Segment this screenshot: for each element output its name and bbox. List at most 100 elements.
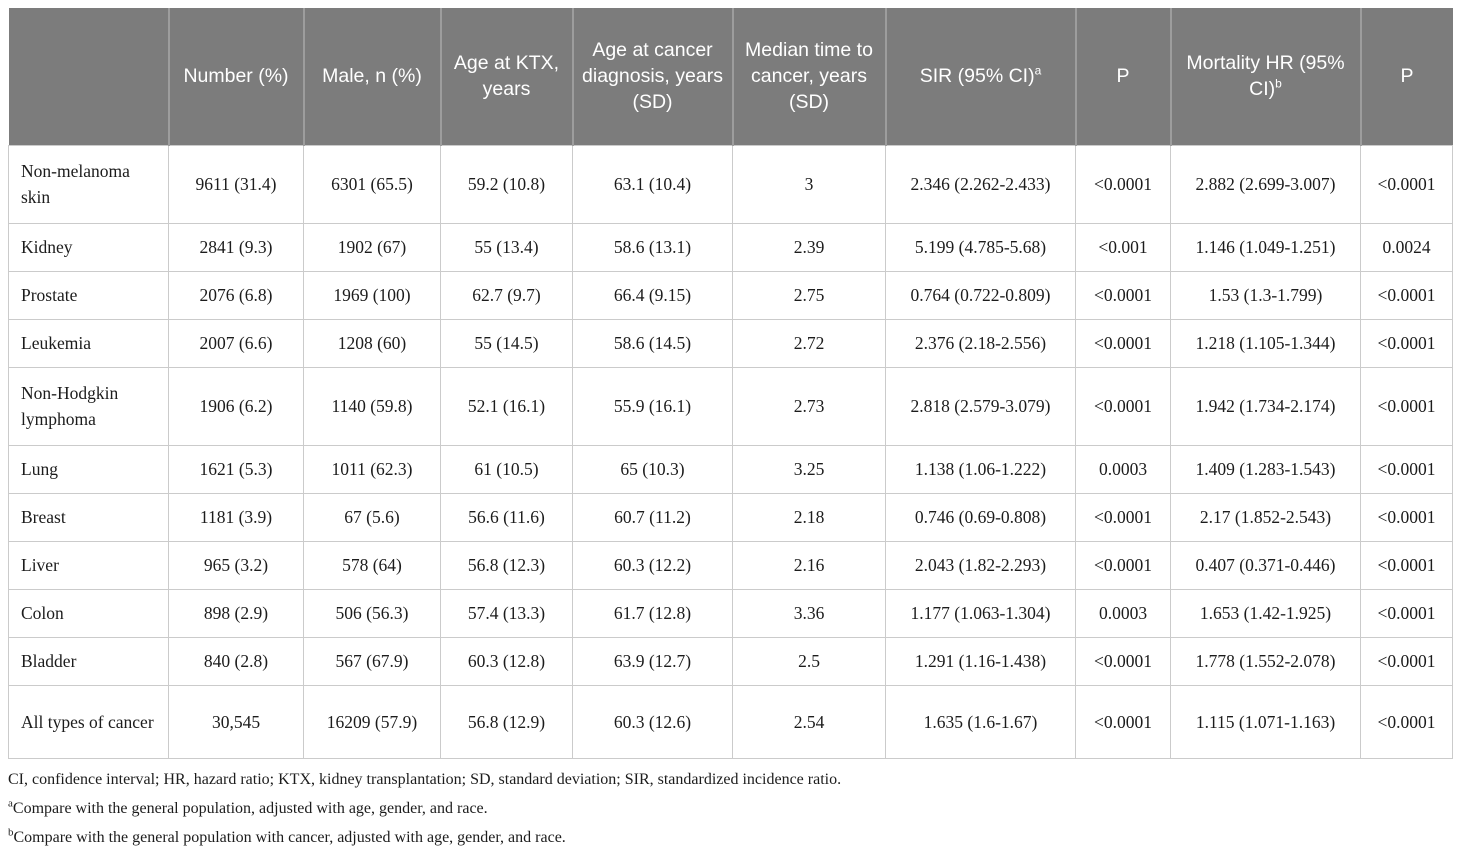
superscript-b: b [1275,76,1282,91]
table-cell: 63.1 (10.4) [572,144,733,224]
row-header: Prostate [8,270,169,320]
col-header-age-ktx-label: Age at KTX, years [453,52,560,101]
table-cell: 30,545 [168,684,304,759]
table-cell: 506 (56.3) [303,588,441,638]
footnote-a-sup: a [8,797,13,810]
table-cell: 0.0003 [1075,444,1171,494]
table-cell: <0.0001 [1075,144,1171,224]
col-header-mortality-hr: Mortality HR (95% CI)b [1169,8,1361,145]
table-body: Non-melanoma skin 9611 (31.4) 6301 (65.5) 5… [8,144,1453,759]
table-cell: 62.7 (9.7) [440,270,573,320]
table-cell: 56.8 (12.3) [440,540,573,590]
table-cell: 57.4 (13.3) [440,588,573,638]
col-header-age-ktx: Age at KTX, years [439,8,573,145]
table-cell: <0.0001 [1360,144,1453,224]
col-header-mortality-hr-label: Mortality HR (95% CI) [1186,52,1345,101]
table-cell: 1.409 (1.283-1.543) [1170,444,1361,494]
table-cell: 55.9 (16.1) [572,366,733,446]
table-footnotes: CI, confidence interval; HR, hazard rati… [8,765,1452,848]
col-header-empty [8,8,169,145]
footnote-b-text: Compare with the general population with… [13,828,566,846]
table-cell: 0.0003 [1075,588,1171,638]
row-header: All types of cancer [8,684,169,759]
table-cell: 1906 (6.2) [168,366,304,446]
table-row: All types of cancer 30,545 16209 (57.9) 56.… [8,684,1453,759]
table-cell: 60.3 (12.6) [572,684,733,759]
table-cell: 2.882 (2.699-3.007) [1170,144,1361,224]
row-header: Colon [8,588,169,638]
table-cell: 61 (10.5) [440,444,573,494]
col-header-p-hr: P [1359,8,1453,145]
table-cell: 3.25 [732,444,886,494]
table-cell: 2.18 [732,492,886,542]
table-cell: 66.4 (9.15) [572,270,733,320]
row-header: Non-melanoma skin [8,144,169,224]
table-cell: 3.36 [732,588,886,638]
table-cell: <0.0001 [1075,636,1171,686]
table-cell: 2.346 (2.262-2.433) [885,144,1076,224]
table-cell: <0.0001 [1075,318,1171,368]
table-cell: 965 (3.2) [168,540,304,590]
table-cell: 2.043 (1.82-2.293) [885,540,1076,590]
table-cell: 65 (10.3) [572,444,733,494]
table-cell: <0.0001 [1360,492,1453,542]
table-row: Leukemia 2007 (6.6) 1208 (60) 55 (14.5) 58.6… [8,318,1453,368]
table-cell: 0.407 (0.371-0.446) [1170,540,1361,590]
footnote-abbreviations: CI, confidence interval; HR, hazard rati… [8,765,1452,794]
table-row: Colon 898 (2.9) 506 (56.3) 57.4 (13.3) 61.7 … [8,588,1453,638]
table-row: Liver 965 (3.2) 578 (64) 56.8 (12.3) 60.3 (1… [8,540,1453,590]
table-cell: <0.001 [1075,222,1171,272]
row-header: Breast [8,492,169,542]
table-cell: 1.635 (1.6-1.67) [885,684,1076,759]
table-cell: 1181 (3.9) [168,492,304,542]
table-cell: <0.0001 [1075,540,1171,590]
footnote-a-text: Compare with the general population, adj… [12,799,488,817]
col-header-p-sir: P [1074,8,1171,145]
table-cell: 0.764 (0.722-0.809) [885,270,1076,320]
table-cell: 898 (2.9) [168,588,304,638]
table-cell: 16209 (57.9) [303,684,441,759]
table-cell: 63.9 (12.7) [572,636,733,686]
table-cell: 55 (13.4) [440,222,573,272]
table-cell: 58.6 (13.1) [572,222,733,272]
table-cell: 60.3 (12.2) [572,540,733,590]
table-cell: 2.75 [732,270,886,320]
col-header-p-hr-label: P [1400,65,1414,88]
table-cell: 55 (14.5) [440,318,573,368]
table-cell: 1140 (59.8) [303,366,441,446]
table-cell: 52.1 (16.1) [440,366,573,446]
col-header-median-time-label: Median time to cancer, years (SD) [745,39,873,114]
table-cell: 1011 (62.3) [303,444,441,494]
table-cell: 2.73 [732,366,886,446]
table-cell: 56.8 (12.9) [440,684,573,759]
table-cell: 567 (67.9) [303,636,441,686]
table-cell: 1.138 (1.06-1.222) [885,444,1076,494]
table-row: Lung 1621 (5.3) 1011 (62.3) 61 (10.5) 65 (10… [8,444,1453,494]
table-cell: 1208 (60) [303,318,441,368]
table-cell: 6301 (65.5) [303,144,441,224]
table-cell: 1.778 (1.552-2.078) [1170,636,1361,686]
table-cell: <0.0001 [1360,684,1453,759]
table-cell: 2.16 [732,540,886,590]
table-cell: 2.818 (2.579-3.079) [885,366,1076,446]
table-cell: 2.39 [732,222,886,272]
table-cell: 0.0024 [1360,222,1453,272]
col-header-age-diagnosis-label: Age at cancer diagnosis, years (SD) [582,39,723,114]
table-cell: 840 (2.8) [168,636,304,686]
table-cell: 1621 (5.3) [168,444,304,494]
table-cell: 0.746 (0.69-0.808) [885,492,1076,542]
table-cell: 3 [732,144,886,224]
table-row: Prostate 2076 (6.8) 1969 (100) 62.7 (9.7) 66… [8,270,1453,320]
table-row: Bladder 840 (2.8) 567 (67.9) 60.3 (12.8) 63.… [8,636,1453,686]
row-header: Liver [8,540,169,590]
table-cell: 1.177 (1.063-1.304) [885,588,1076,638]
table-cell: 2.5 [732,636,886,686]
table-cell: 2007 (6.6) [168,318,304,368]
table-cell: 2.376 (2.18-2.556) [885,318,1076,368]
row-header: Kidney [8,222,169,272]
table-row: Kidney 2841 (9.3) 1902 (67) 55 (13.4) 58.6 (… [8,222,1453,272]
table-cell: 5.199 (4.785-5.68) [885,222,1076,272]
table-cell: <0.0001 [1360,444,1453,494]
header-row: Number (%) Male, n (%) Age at KTX, years… [8,8,1453,145]
